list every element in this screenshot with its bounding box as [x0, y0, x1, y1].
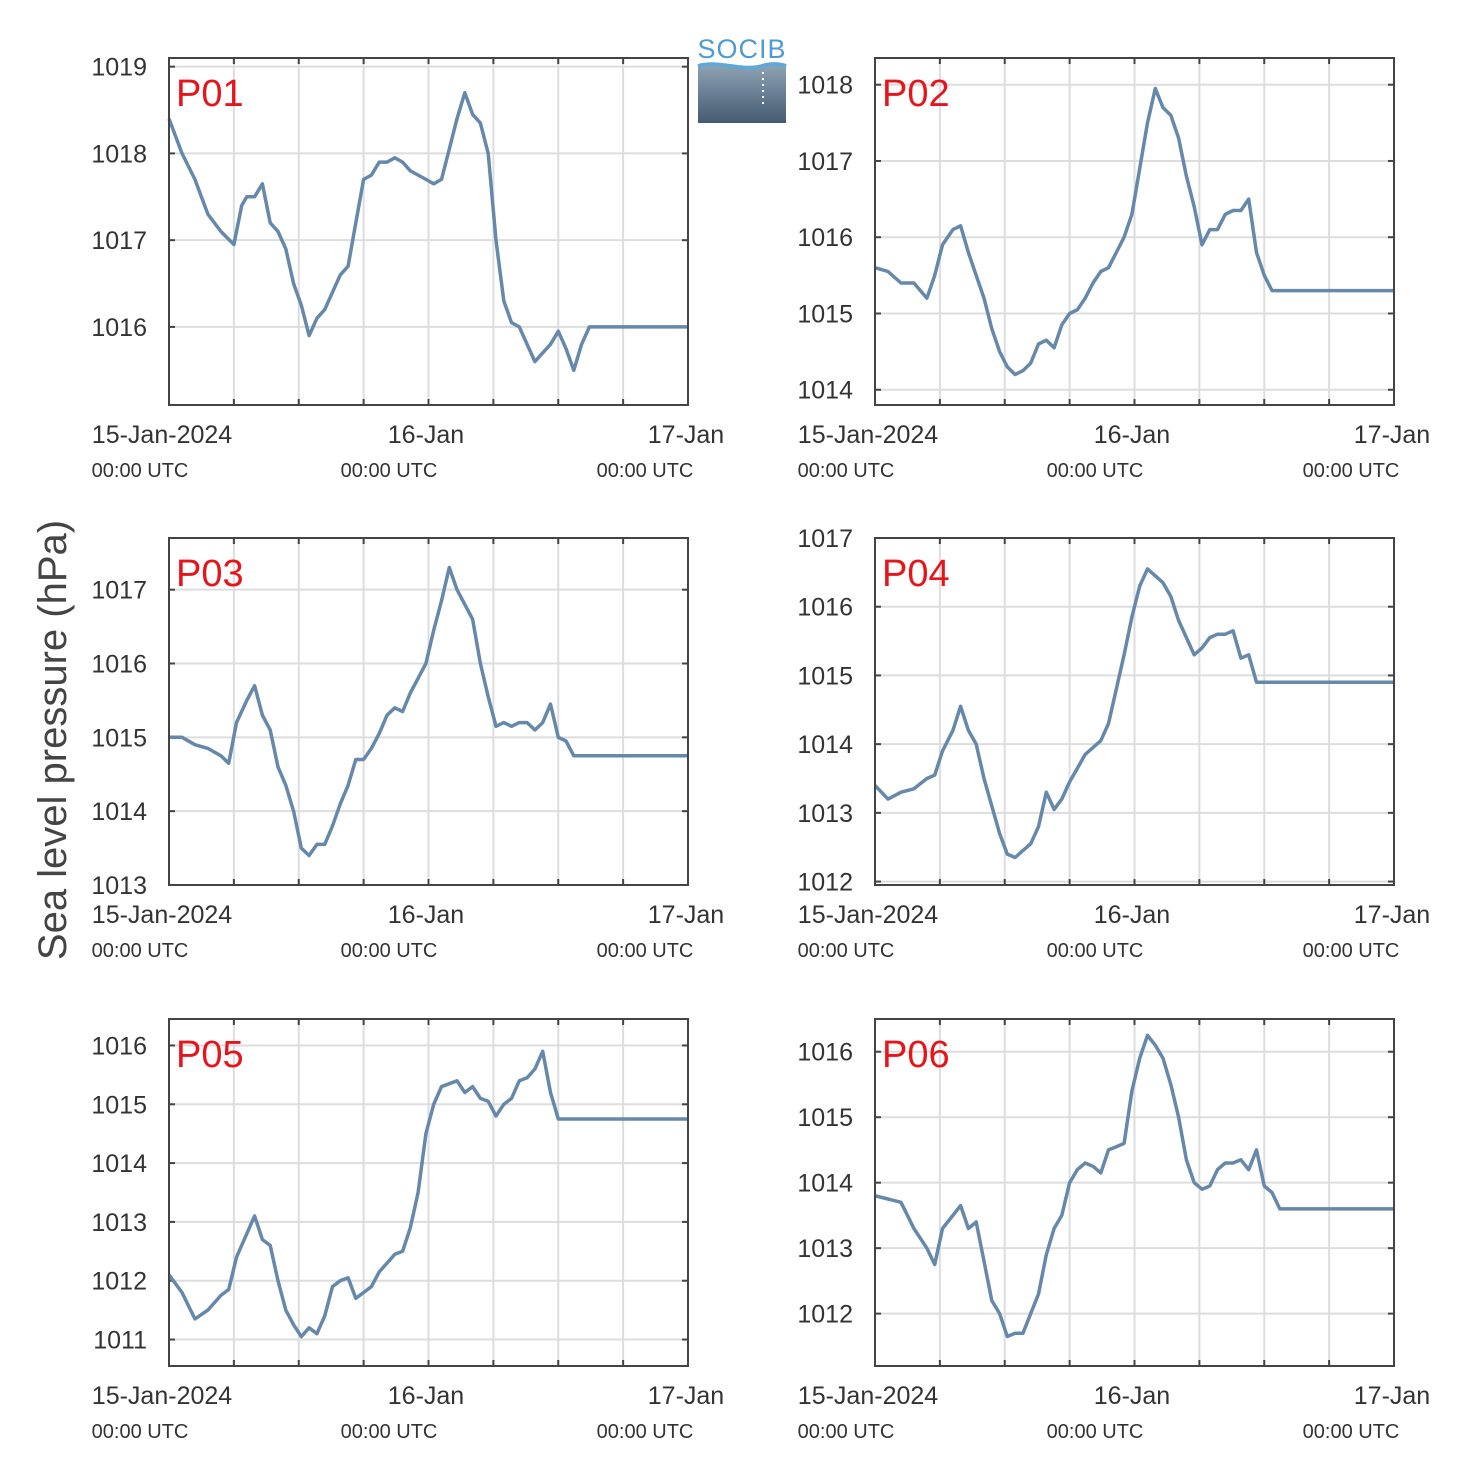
y-tick-label: 1015 [91, 724, 147, 752]
panel-label: P05 [176, 1034, 244, 1076]
panel-label: P01 [176, 73, 244, 115]
y-tick-label: 1016 [91, 651, 147, 679]
y-tick-label: 1016 [797, 594, 853, 622]
y-tick-label: 1016 [91, 1032, 147, 1060]
x-tick-sublabel: 00:00 UTC [597, 460, 694, 482]
plot-frame [168, 537, 689, 886]
chart-panel-p04: 1012 1013 1014 1015 1016 1017 P04 15-Jan-2024 16… [797, 525, 1430, 962]
x-tick-label: 15-Jan-2024 [798, 421, 938, 449]
x-tick-label: 15-Jan-2024 [798, 901, 938, 929]
y-tick-label: 1014 [91, 798, 147, 826]
x-tick-label: 15-Jan-2024 [92, 1382, 232, 1410]
x-tick-sublabel: 00:00 UTC [1047, 940, 1144, 962]
x-tick-sublabel: 00:00 UTC [341, 940, 438, 962]
chart-panel-p03: 1013 1014 1015 1016 1017 P03 15-Jan-2024 16-Jan… [91, 537, 724, 962]
y-tick-label: 1011 [93, 1327, 147, 1355]
x-tick-label: 16-Jan [1094, 421, 1170, 449]
logo-wave [698, 64, 786, 123]
plot-frame [168, 1018, 689, 1367]
y-tick-label: 1013 [91, 872, 147, 900]
x-tick-sublabel: 00:00 UTC [798, 940, 895, 962]
panel-label: P04 [882, 553, 950, 595]
x-tick-sublabel: 00:00 UTC [1303, 460, 1400, 482]
y-tick-label: 1015 [797, 662, 853, 690]
x-tick-sublabel: 00:00 UTC [1303, 1421, 1400, 1443]
plot-frame [168, 57, 689, 406]
y-tick-label: 1014 [797, 377, 853, 405]
y-tick-label: 1013 [797, 800, 853, 828]
x-tick-sublabel: 00:00 UTC [597, 1421, 694, 1443]
x-tick-label: 17-Jan [1354, 901, 1430, 929]
y-tick-label: 1016 [797, 224, 853, 252]
x-tick-label: 17-Jan [648, 421, 724, 449]
y-tick-label: 1014 [91, 1150, 147, 1178]
series-line-p05 [167, 1049, 688, 1339]
y-tick-label: 1019 [91, 54, 147, 82]
y-axis-label: Sea level pressure (hPa) [31, 520, 75, 960]
y-tick-label: 1014 [797, 731, 853, 759]
x-tick-label: 17-Jan [1354, 421, 1430, 449]
x-tick-label: 17-Jan [648, 901, 724, 929]
x-tick-label: 15-Jan-2024 [798, 1382, 938, 1410]
y-tick-label: 1012 [797, 869, 853, 897]
series-line-p02 [874, 86, 1394, 377]
y-tick-label: 1017 [91, 577, 147, 605]
x-tick-sublabel: 00:00 UTC [798, 460, 895, 482]
x-tick-sublabel: 00:00 UTC [597, 940, 694, 962]
x-tick-label: 16-Jan [1094, 901, 1170, 929]
y-tick-label: 1017 [91, 227, 147, 255]
x-tick-label: 15-Jan-2024 [92, 421, 232, 449]
series-line-p04 [873, 567, 1394, 860]
y-tick-label: 1012 [91, 1268, 147, 1296]
plot-frame [874, 57, 1395, 406]
socib-logo: SOCIB [697, 34, 787, 123]
x-tick-label: 17-Jan [1354, 1382, 1430, 1410]
x-tick-label: 15-Jan-2024 [92, 901, 232, 929]
x-tick-sublabel: 00:00 UTC [341, 1421, 438, 1443]
chart-panel-p06: 1012 1013 1014 1015 1016 P06 15-Jan-2024 16-Jan… [797, 1018, 1430, 1443]
x-tick-label: 16-Jan [388, 1382, 464, 1410]
x-tick-sublabel: 00:00 UTC [92, 460, 189, 482]
panel-label: P06 [882, 1034, 950, 1076]
y-tick-label: 1015 [797, 1104, 853, 1132]
series-line-p06 [874, 1033, 1394, 1339]
x-tick-sublabel: 00:00 UTC [1303, 940, 1400, 962]
y-tick-label: 1013 [91, 1209, 147, 1237]
x-tick-sublabel: 00:00 UTC [1047, 460, 1144, 482]
y-tick-label: 1015 [91, 1091, 147, 1119]
y-tick-label: 1015 [797, 300, 853, 328]
x-tick-label: 16-Jan [1094, 1382, 1170, 1410]
y-tick-label: 1012 [797, 1301, 853, 1329]
chart-panel-p02: 1014 1015 1016 1017 1018 P02 15-Jan-2024 16-Jan… [797, 57, 1430, 482]
panel-label: P02 [882, 73, 950, 115]
y-tick-label: 1016 [91, 314, 147, 342]
x-tick-label: 17-Jan [648, 1382, 724, 1410]
y-tick-label: 1016 [797, 1039, 853, 1067]
y-tick-label: 1017 [797, 148, 853, 176]
y-tick-label: 1018 [797, 72, 853, 100]
panel-label: P03 [176, 553, 244, 595]
y-tick-label: 1013 [797, 1235, 853, 1263]
x-tick-sublabel: 00:00 UTC [341, 460, 438, 482]
series-line-p01 [167, 90, 688, 373]
x-tick-sublabel: 00:00 UTC [92, 940, 189, 962]
plot-frame [874, 1018, 1395, 1367]
logo-text: SOCIB [697, 34, 786, 64]
x-tick-label: 16-Jan [388, 421, 464, 449]
y-tick-label: 1014 [797, 1170, 853, 1198]
x-tick-sublabel: 00:00 UTC [92, 1421, 189, 1443]
series-line-p03 [169, 565, 688, 858]
y-tick-label: 1018 [91, 140, 147, 168]
x-tick-sublabel: 00:00 UTC [798, 1421, 895, 1443]
x-tick-sublabel: 00:00 UTC [1047, 1421, 1144, 1443]
chart-panel-p01: 1016 1017 1018 1019 P01 15-Jan-2024 16-Jan 17-J… [91, 54, 724, 482]
chart-panel-p05: 1011 1012 1013 1014 1015 1016 P05 15-Jan-2024 16… [91, 1018, 724, 1443]
x-tick-label: 16-Jan [388, 901, 464, 929]
plot-frame [874, 537, 1395, 886]
y-tick-label: 1017 [797, 525, 853, 553]
